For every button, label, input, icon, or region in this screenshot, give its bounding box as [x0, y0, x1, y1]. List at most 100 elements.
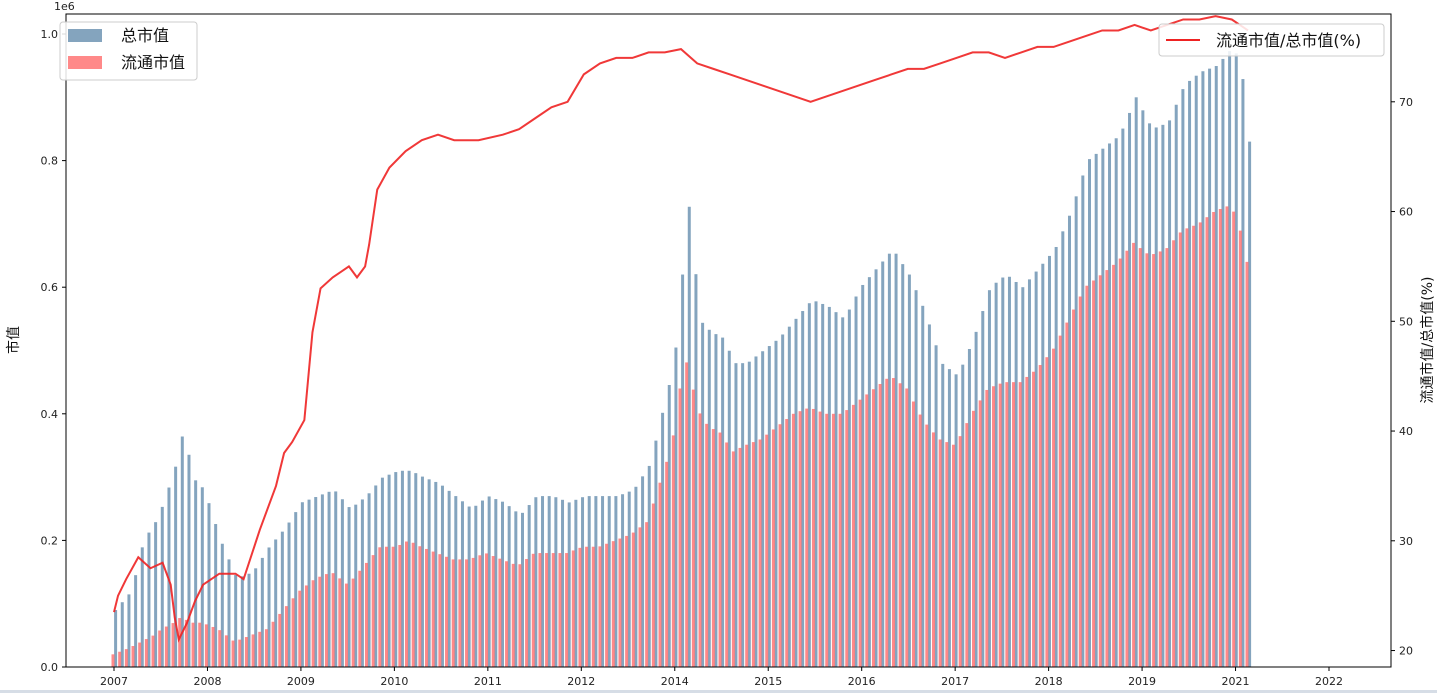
- bar-total: [574, 499, 578, 667]
- bar-float: [531, 553, 535, 667]
- bar-total: [220, 543, 224, 667]
- bar-total: [987, 290, 991, 667]
- y-left-tick-label: 0.0: [41, 661, 59, 674]
- bar-float: [151, 635, 155, 667]
- bar-total: [587, 496, 591, 667]
- bar-total: [140, 547, 144, 667]
- bar-float: [671, 435, 675, 667]
- bar-total: [974, 331, 978, 667]
- bar-total: [1041, 263, 1045, 667]
- bar-float: [585, 546, 589, 667]
- bar-float: [1205, 217, 1209, 667]
- bar-float: [251, 634, 255, 667]
- bar-total: [514, 511, 518, 667]
- bar-total: [927, 324, 931, 667]
- bar-total: [394, 472, 398, 667]
- bar-float: [218, 630, 222, 667]
- bar-total: [934, 345, 938, 667]
- bar-total: [627, 491, 631, 667]
- bar-float: [1045, 357, 1049, 667]
- bar-total: [901, 264, 905, 667]
- x-tick-label: 2009: [287, 675, 315, 688]
- bar-float: [1225, 206, 1229, 667]
- bar-float: [998, 383, 1002, 667]
- bar-total: [1021, 287, 1025, 667]
- bar-float: [1072, 309, 1076, 667]
- bar-total: [961, 364, 965, 667]
- bar-float: [298, 590, 302, 667]
- bar-float: [1085, 285, 1089, 667]
- bar-float: [591, 546, 595, 667]
- bar-total: [1148, 123, 1152, 668]
- bar-float: [278, 613, 282, 667]
- bar-float: [798, 411, 802, 667]
- bar-total: [440, 485, 444, 667]
- bar-float: [811, 408, 815, 667]
- bar-total: [701, 322, 705, 667]
- bar-float: [898, 383, 902, 667]
- bar-float: [498, 558, 502, 667]
- legend-right: 流通市值/总市值(%): [1158, 23, 1385, 57]
- bar-total: [160, 506, 164, 667]
- y-axis-label-left: 市值: [5, 326, 22, 354]
- bar-total: [147, 532, 151, 667]
- bar-float: [598, 546, 602, 667]
- bar-float: [418, 546, 422, 667]
- bar-float: [925, 424, 929, 667]
- bar-total: [480, 500, 484, 667]
- bar-float: [725, 442, 729, 667]
- bar-total: [227, 559, 231, 667]
- bar-total: [827, 306, 831, 667]
- bar-total: [834, 312, 838, 667]
- bar-float: [431, 551, 435, 667]
- bar-float: [344, 583, 348, 667]
- bar-total: [174, 466, 178, 667]
- bar-total: [374, 485, 378, 667]
- bar-total: [360, 499, 364, 667]
- bar-total: [214, 524, 218, 667]
- bar-total: [1214, 66, 1218, 667]
- window-bottom-border: [0, 690, 1437, 693]
- bar-float: [1065, 322, 1069, 667]
- bar-float: [738, 447, 742, 667]
- bar-float: [745, 444, 749, 667]
- bar-total: [801, 311, 805, 667]
- bar-total: [654, 440, 658, 667]
- bar-float: [1118, 258, 1122, 667]
- bar-float: [331, 573, 335, 667]
- bar-total: [1168, 120, 1172, 667]
- bar-total: [527, 505, 531, 667]
- bar-float: [178, 618, 182, 667]
- bar-total: [594, 496, 598, 667]
- bar-float: [311, 580, 315, 667]
- bars-float-series: [111, 206, 1249, 668]
- x-tick-label: 2017: [941, 675, 969, 688]
- bar-total: [367, 493, 371, 667]
- x-tick-label: 2011: [474, 675, 502, 688]
- bar-total: [1094, 153, 1098, 667]
- x-tick-label: 2007: [100, 675, 128, 688]
- bar-total: [781, 334, 785, 667]
- bar-float: [985, 389, 989, 667]
- bar-float: [191, 622, 195, 667]
- x-tick-label: 2010: [380, 675, 408, 688]
- bar-total: [1181, 89, 1185, 668]
- bar-float: [551, 553, 555, 667]
- bar-total: [387, 474, 391, 667]
- bar-total: [294, 512, 298, 667]
- bar-float: [631, 532, 635, 667]
- bar-total: [634, 486, 638, 667]
- legend-label-ratio: 流通市值/总市值(%): [1216, 31, 1361, 50]
- bar-float: [1018, 382, 1022, 667]
- bar-total: [194, 480, 198, 667]
- bar-float: [371, 555, 375, 667]
- bar-float: [938, 439, 942, 667]
- plot-frame: [65, 13, 1392, 668]
- bar-float: [958, 436, 962, 667]
- bar-float: [558, 553, 562, 667]
- bar-float: [905, 388, 909, 667]
- bar-total: [1114, 138, 1118, 667]
- bar-float: [1058, 335, 1062, 667]
- bar-float: [578, 547, 582, 667]
- bar-float: [1198, 222, 1202, 667]
